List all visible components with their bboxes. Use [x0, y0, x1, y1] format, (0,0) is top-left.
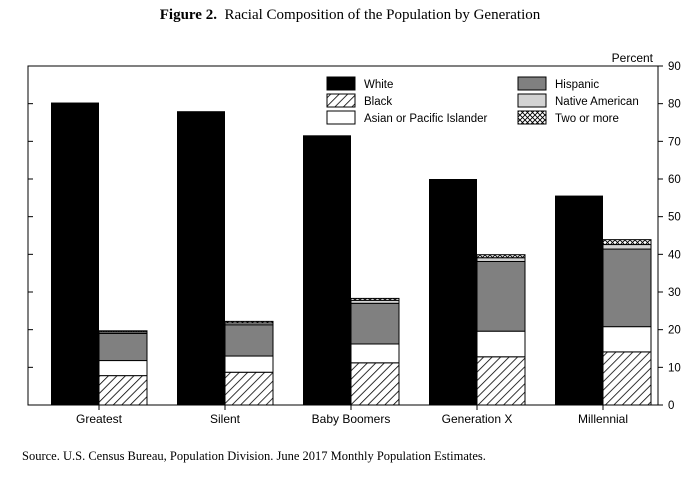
y-tick-label: 70 [668, 136, 681, 148]
chart-title: Figure 2. Racial Composition of the Popu… [0, 7, 700, 24]
x-axis-labels: Greatest Silent Baby Boomers Generation X Mi… [76, 405, 628, 426]
y-tick-label: 0 [668, 400, 674, 412]
legend-label-hispanic: Hispanic [555, 79, 599, 91]
y-tick-label: 80 [668, 99, 681, 111]
bar-black-silent [224, 371, 274, 406]
bar-black-baby-boomers [350, 362, 400, 406]
bar-hispanic-greatest [98, 332, 148, 362]
bar-hispanic-baby-boomers [350, 302, 400, 345]
figure-title: Racial Composition of the Population by … [224, 7, 541, 23]
bar-asian-or-pacific-islander-generation-x [476, 330, 526, 358]
x-tick-label: Generation X [442, 412, 513, 426]
source-note: Source. U.S. Census Bureau, Population D… [22, 449, 486, 463]
legend-label-native-american: Native American [555, 96, 639, 108]
legend-label-white: White [364, 79, 393, 91]
legend-swatch-black [326, 93, 356, 108]
x-tick-label: Silent [210, 412, 241, 426]
bar-two-or-more-baby-boomers [350, 297, 400, 301]
bar-white-generation-x [429, 179, 477, 405]
x-tick-label: Baby Boomers [312, 412, 391, 426]
y-tick-label: 50 [668, 212, 681, 224]
legend-swatch-hispanic [517, 76, 547, 91]
figure-label: Figure 2. [159, 7, 217, 23]
legend-label-black: Black [364, 96, 392, 108]
bar-two-or-more-greatest [98, 330, 148, 333]
bar-asian-or-pacific-islander-baby-boomers [350, 343, 400, 364]
bar-asian-or-pacific-islander-silent [224, 355, 274, 373]
y-tick-label: 90 [668, 61, 681, 73]
bar-white-millennial [555, 195, 603, 405]
y-tick-label: 40 [668, 249, 681, 261]
legend: White Black Asian or Pacific Islander Hispa… [326, 76, 639, 125]
legend-swatch-white [326, 76, 356, 91]
bar-two-or-more-generation-x [476, 254, 526, 259]
y-tick-label: 60 [668, 174, 681, 186]
bar-asian-or-pacific-islander-greatest [98, 360, 148, 377]
bar-two-or-more-millennial [602, 239, 652, 246]
legend-swatch-asian-or-pacific-islander [326, 110, 356, 125]
x-tick-label: Millennial [578, 412, 628, 426]
bar-two-or-more-silent [224, 320, 274, 324]
y-axis-label: Percent [612, 51, 654, 65]
x-tick-label: Greatest [76, 412, 123, 426]
legend-swatch-native-american [517, 93, 547, 108]
bar-hispanic-generation-x [476, 260, 526, 332]
bars [51, 102, 652, 406]
y-tick-label: 30 [668, 287, 681, 299]
legend-swatch-two-or-more [517, 110, 547, 125]
y-tick-label: 10 [668, 362, 681, 374]
legend-label-asian-or-pacific-islander: Asian or Pacific Islander [364, 113, 488, 125]
y-tick-label: 20 [668, 325, 681, 337]
bar-white-baby-boomers [303, 135, 351, 405]
bar-black-millennial [602, 351, 652, 406]
bar-asian-or-pacific-islander-millennial [602, 326, 652, 353]
bar-hispanic-silent [224, 324, 274, 357]
bar-white-greatest [51, 102, 99, 405]
bar-native-american-millennial [602, 244, 652, 250]
bar-hispanic-millennial [602, 248, 652, 328]
legend-label-two-or-more: Two or more [555, 113, 619, 125]
bar-black-greatest [98, 375, 148, 406]
bar-black-generation-x [476, 356, 526, 406]
bar-native-american-generation-x [476, 257, 526, 262]
y-axis: 0 10 20 30 40 50 60 70 80 90 Percent [28, 51, 681, 412]
bar-white-silent [177, 111, 225, 405]
